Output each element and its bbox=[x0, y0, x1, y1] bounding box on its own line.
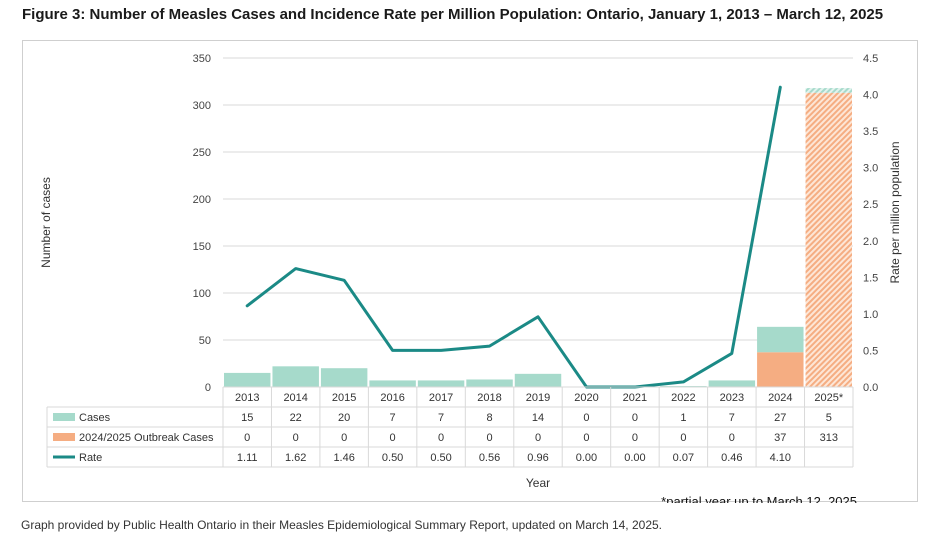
y2-axis-title: Rate per million population bbox=[888, 141, 902, 283]
x-tick-label: 2014 bbox=[283, 392, 307, 404]
x-tick-label: 2021 bbox=[623, 392, 647, 404]
y-tick-label: 200 bbox=[193, 194, 211, 206]
y-tick-label: 350 bbox=[193, 53, 211, 65]
legend-label: Cases bbox=[79, 412, 111, 424]
y2-tick-label: 0.5 bbox=[863, 345, 878, 357]
data-label: 0 bbox=[535, 432, 541, 444]
data-label: 0 bbox=[293, 432, 299, 444]
data-label: 0 bbox=[244, 432, 250, 444]
figure-caption: Graph provided by Public Health Ontario … bbox=[21, 518, 663, 532]
data-label: 27 bbox=[774, 412, 786, 424]
data-label: 0 bbox=[341, 432, 347, 444]
bar-cases bbox=[466, 379, 513, 387]
x-tick-label: 2016 bbox=[380, 392, 404, 404]
y-axis-title: Number of cases bbox=[39, 177, 53, 268]
x-tick-label: 2025* bbox=[814, 392, 843, 404]
y2-tick-label: 1.5 bbox=[863, 272, 878, 284]
bar-cases bbox=[369, 380, 416, 387]
x-axis-title: Year bbox=[526, 476, 550, 490]
y2-tick-label: 3.0 bbox=[863, 163, 878, 175]
x-tick-label: 2024 bbox=[768, 392, 792, 404]
data-label: 0.96 bbox=[527, 452, 548, 464]
data-label: 1.46 bbox=[333, 452, 354, 464]
data-label: 22 bbox=[290, 412, 302, 424]
y2-tick-label: 2.0 bbox=[863, 236, 878, 248]
data-label: 0 bbox=[632, 432, 638, 444]
data-label: 5 bbox=[826, 412, 832, 424]
legend-swatch-outbreak bbox=[53, 433, 75, 441]
figure-title: Figure 3: Number of Measles Cases and In… bbox=[22, 6, 884, 23]
data-label: 0.07 bbox=[673, 452, 694, 464]
legend-label: Rate bbox=[79, 452, 102, 464]
data-label: 7 bbox=[729, 412, 735, 424]
x-tick-label: 2013 bbox=[235, 392, 259, 404]
data-label: 7 bbox=[438, 412, 444, 424]
bar-cases bbox=[320, 368, 368, 387]
data-label: 7 bbox=[390, 412, 396, 424]
data-label: 0 bbox=[438, 432, 444, 444]
x-tick-label: 2023 bbox=[720, 392, 744, 404]
data-label: 0.00 bbox=[576, 452, 597, 464]
x-tick-label: 2017 bbox=[429, 392, 453, 404]
x-tick-label: 2018 bbox=[477, 392, 501, 404]
x-tick-label: 2019 bbox=[526, 392, 550, 404]
data-label: 0.00 bbox=[624, 452, 645, 464]
x-tick-label: 2022 bbox=[671, 392, 695, 404]
data-label: 4.10 bbox=[770, 452, 791, 464]
y2-tick-label: 4.5 bbox=[863, 53, 878, 65]
data-label: 8 bbox=[486, 412, 492, 424]
data-label: 0 bbox=[632, 412, 638, 424]
data-label: 0 bbox=[390, 432, 396, 444]
data-label: 0 bbox=[680, 432, 686, 444]
rate-line bbox=[245, 85, 782, 389]
bar-cases bbox=[417, 380, 465, 387]
data-label: 1.62 bbox=[285, 452, 306, 464]
y-tick-label: 300 bbox=[193, 100, 211, 112]
y-tick-label: 0 bbox=[205, 382, 211, 394]
bar-outbreak bbox=[805, 92, 852, 387]
data-label: 0 bbox=[486, 432, 492, 444]
data-label: 0.50 bbox=[430, 452, 451, 464]
chart-svg: 0501001502002503003500.00.51.01.52.02.53… bbox=[39, 53, 902, 503]
bar-outbreak bbox=[757, 352, 804, 387]
data-label: 0 bbox=[583, 432, 589, 444]
y2-tick-label: 4.0 bbox=[863, 90, 878, 102]
y2-tick-label: 2.5 bbox=[863, 199, 878, 211]
x-tick-label: 2020 bbox=[574, 392, 598, 404]
data-label: 0 bbox=[583, 412, 589, 424]
data-label: 15 bbox=[241, 412, 253, 424]
data-label: 1 bbox=[680, 412, 686, 424]
data-label: 0.50 bbox=[382, 452, 403, 464]
bar-cases bbox=[272, 366, 319, 387]
data-label: 37 bbox=[774, 432, 786, 444]
y-tick-label: 100 bbox=[193, 288, 211, 300]
y-tick-label: 50 bbox=[199, 335, 211, 347]
data-label: 313 bbox=[820, 432, 838, 444]
bar-cases bbox=[708, 380, 756, 387]
chart-frame: 0 50 100 150 200 250 300 350 0.0 0.5 1.0 1.5 2.0 2.5 3… bbox=[22, 40, 918, 503]
y-tick-label: 150 bbox=[193, 241, 211, 253]
data-label: 0 bbox=[729, 432, 735, 444]
footnote: *partial year up to March 12, 2025 bbox=[661, 494, 857, 503]
y2-tick-label: 3.5 bbox=[863, 126, 878, 138]
bar-cases bbox=[757, 326, 804, 353]
bar-cases bbox=[224, 372, 271, 387]
data-label: 0.46 bbox=[721, 452, 742, 464]
y2-tick-label: 1.0 bbox=[863, 309, 878, 321]
legend-swatch-cases bbox=[53, 413, 75, 421]
bar-cases bbox=[514, 373, 562, 387]
data-label: 20 bbox=[338, 412, 350, 424]
data-label: 0.56 bbox=[479, 452, 500, 464]
y2-tick-label: 0.0 bbox=[863, 382, 878, 394]
data-label: 1.11 bbox=[237, 452, 258, 464]
legend-label: 2024/2025 Outbreak Cases bbox=[79, 432, 214, 444]
y-tick-label: 250 bbox=[193, 147, 211, 159]
data-label: 14 bbox=[532, 412, 544, 424]
bar-cases bbox=[805, 88, 852, 93]
x-tick-label: 2015 bbox=[332, 392, 356, 404]
